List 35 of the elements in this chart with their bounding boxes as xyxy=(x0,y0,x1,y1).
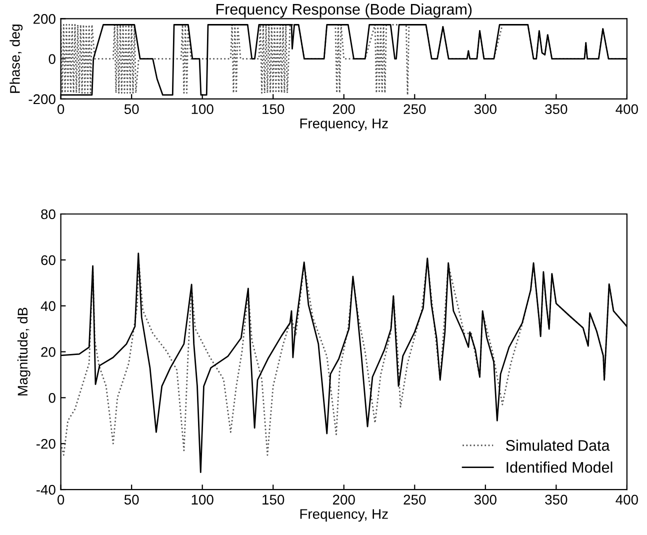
x-tick-label: 400 xyxy=(616,104,638,114)
y-tick-label: 60 xyxy=(41,255,56,266)
x-tick-label: 300 xyxy=(474,494,496,505)
legend-label: Simulated Data xyxy=(506,440,610,451)
x-tick-label: 400 xyxy=(616,494,638,505)
x-tick-label: 50 xyxy=(124,494,139,505)
y-tick-label: 40 xyxy=(40,301,56,312)
x-tick-label: 150 xyxy=(262,104,284,114)
x-tick-label: 300 xyxy=(474,104,496,114)
x-tick-label: 100 xyxy=(192,494,214,505)
y-tick-label: -40 xyxy=(36,484,56,495)
x-tick-label: 200 xyxy=(332,494,355,505)
y-tick-label: -200 xyxy=(28,94,56,104)
y-axis-title: Phase, deg xyxy=(10,24,23,93)
y-tick-label: 80 xyxy=(41,209,56,220)
x-axis-title: Frequency, Hz xyxy=(300,118,388,132)
y-tick-label: 0 xyxy=(48,54,56,64)
x-tick-label: 200 xyxy=(332,104,355,114)
x-tick-label: 250 xyxy=(404,494,426,505)
y-tick-label: 20 xyxy=(41,347,56,357)
x-tick-label: 350 xyxy=(545,494,568,505)
x-tick-label: 250 xyxy=(404,104,426,114)
x-tick-label: 0 xyxy=(58,104,64,114)
x-tick-label: 0 xyxy=(58,494,64,505)
x-tick-label: 50 xyxy=(124,104,139,114)
y-tick-label: 0 xyxy=(48,393,56,403)
x-tick-label: 100 xyxy=(192,104,214,114)
x-axis-title: Frequency, Hz xyxy=(300,509,388,522)
legend-label: Identified Model xyxy=(506,462,612,473)
y-tick-label: -20 xyxy=(36,438,56,449)
x-tick-label: 350 xyxy=(545,104,568,114)
y-tick-label: 200 xyxy=(33,14,56,24)
y-axis-title: Magnitude, dB xyxy=(17,308,30,396)
x-tick-label: 150 xyxy=(262,494,284,505)
chart-title: Frequency Response (Bode Diagram) xyxy=(216,3,472,18)
